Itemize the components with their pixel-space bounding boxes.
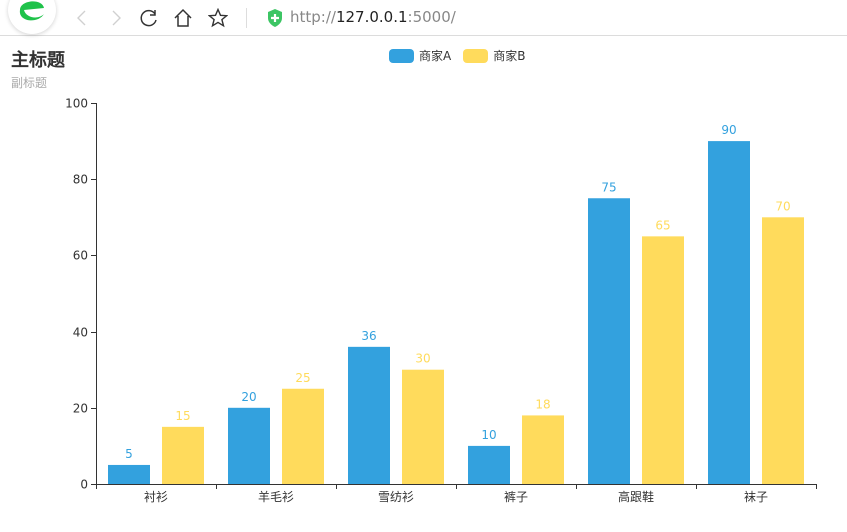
- reload-icon[interactable]: [139, 8, 159, 28]
- browser-toolbar: http://127.0.0.1:5000/: [0, 0, 847, 36]
- bar-value-label: 30: [415, 352, 430, 366]
- y-tick-label: 100: [65, 97, 88, 111]
- legend-label-b: 商家B: [493, 49, 526, 63]
- url-scheme: http://: [290, 8, 336, 26]
- bar[interactable]: [468, 445, 510, 484]
- bar-value-label: 25: [295, 371, 310, 385]
- legend-item-a[interactable]: 商家A: [389, 47, 451, 64]
- bar[interactable]: [282, 388, 324, 484]
- bar-value-label: 15: [175, 409, 190, 423]
- y-tick-label: 0: [80, 478, 88, 492]
- bar[interactable]: [588, 198, 630, 484]
- address-bar[interactable]: http://127.0.0.1:5000/: [290, 8, 456, 26]
- bar[interactable]: [402, 369, 444, 484]
- y-tick-label: 40: [73, 326, 88, 340]
- url-host: 127.0.0.1: [335, 8, 408, 26]
- bar-value-label: 5: [125, 447, 133, 461]
- forward-icon[interactable]: [106, 8, 126, 28]
- bar[interactable]: [642, 236, 684, 484]
- bar[interactable]: [228, 407, 270, 484]
- x-tick-label: 衬衫: [144, 490, 168, 504]
- x-tick-label: 袜子: [744, 490, 768, 504]
- bar-value-label: 36: [361, 329, 376, 343]
- bar[interactable]: [522, 415, 564, 484]
- bar[interactable]: [708, 141, 750, 484]
- legend-swatch-b: [463, 48, 489, 63]
- chart-legend: 商家A 商家B: [389, 47, 537, 64]
- legend-item-b[interactable]: 商家B: [463, 47, 525, 64]
- bar-value-label: 70: [775, 199, 790, 213]
- bar[interactable]: [108, 464, 150, 484]
- bar-value-label: 75: [601, 180, 616, 194]
- x-tick-label: 雪纺衫: [378, 490, 414, 504]
- back-icon[interactable]: [72, 8, 92, 28]
- home-icon[interactable]: [173, 8, 193, 28]
- bar-value-label: 90: [721, 123, 736, 137]
- x-tick-label: 裤子: [504, 490, 528, 504]
- chart-subtitle: 副标题: [11, 76, 48, 90]
- x-tick-label: 羊毛衫: [258, 489, 294, 504]
- bar-value-label: 10: [481, 428, 496, 442]
- toolbar-divider: [246, 8, 247, 28]
- bookmark-star-icon[interactable]: [208, 8, 228, 28]
- bar[interactable]: [162, 426, 204, 484]
- bar-value-label: 65: [655, 218, 670, 232]
- legend-label-a: 商家A: [419, 49, 452, 63]
- bar-value-label: 18: [535, 397, 550, 411]
- legend-swatch-a: [389, 48, 414, 63]
- secure-shield-icon: [268, 9, 282, 27]
- y-tick-label: 20: [73, 402, 88, 416]
- bar[interactable]: [762, 217, 804, 485]
- y-tick-label: 60: [73, 249, 88, 263]
- y-tick-label: 80: [73, 173, 88, 187]
- x-tick-label: 高跟鞋: [618, 489, 654, 504]
- url-port-path: :5000/: [407, 8, 456, 26]
- bar-value-label: 20: [241, 390, 256, 404]
- chart-title: 主标题: [11, 50, 65, 71]
- bar[interactable]: [348, 346, 390, 484]
